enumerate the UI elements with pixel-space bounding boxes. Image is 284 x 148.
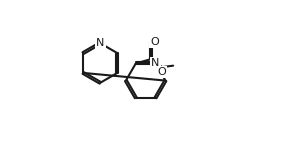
Text: O: O bbox=[150, 37, 159, 47]
Text: O: O bbox=[158, 67, 166, 77]
Text: N: N bbox=[151, 58, 160, 69]
Text: N: N bbox=[96, 38, 105, 48]
